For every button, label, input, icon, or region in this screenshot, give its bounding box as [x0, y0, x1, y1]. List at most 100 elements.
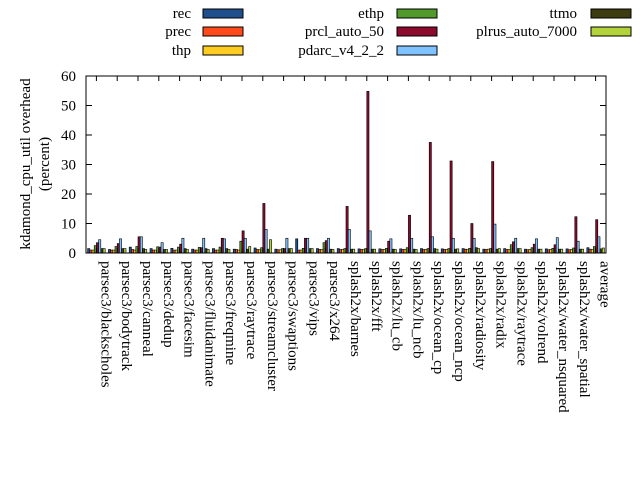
- bar-rec-parsec3-raytrace: [232, 248, 236, 254]
- bar-plrus_auto_7000-parsec3-canneal: [144, 249, 148, 254]
- legend-swatch: [590, 26, 632, 37]
- bar-pdarc_v4_2_2-parsec3-blackscholes: [98, 239, 102, 254]
- bar-rec-splash2x-volrend: [524, 248, 527, 254]
- x-tick-label: splash2x/lu_cb: [389, 261, 405, 351]
- x-tick-label: splash2x/raytrace: [513, 261, 529, 366]
- bar-pdarc_v4_2_2-parsec3-raytrace: [243, 237, 247, 254]
- bar-plrus_auto_7000-parsec3-freqmine: [227, 249, 231, 254]
- bar-plrus_auto_7000-parsec3-x264: [331, 249, 335, 254]
- legend-swatch: [202, 45, 244, 56]
- bar-plrus_auto_7000-parsec3-facesim: [185, 249, 189, 254]
- bar-prec-splash2x-radix: [484, 249, 488, 254]
- x-tick-label: parsec3/vips: [305, 261, 321, 336]
- bar-ttmo-splash2x-ocean-cp: [433, 248, 437, 254]
- bar-thp-splash2x-lu-ncb: [403, 249, 407, 254]
- x-tick-label: parsec3/swaptions: [285, 261, 301, 371]
- bar-pdarc_v4_2_2-splash2x-radix: [493, 223, 497, 254]
- bar-ttmo-splash2x-lu-cb: [391, 248, 395, 254]
- y-tick-label: 10: [61, 217, 76, 233]
- x-axis-tick-labels: parsec3/blackscholes parsec3/bodytrack par…: [97, 261, 612, 413]
- legend-item-prcl_auto_50: prcl_auto_50: [305, 24, 438, 40]
- bar-plrus_auto_7000-parsec3-dedup: [165, 249, 168, 254]
- legend-swatch: [202, 26, 244, 37]
- bar-ttmo-parsec3-streamcluster: [266, 248, 270, 254]
- bar-ttmo-parsec3-vips: [308, 248, 312, 254]
- legend-swatch: [590, 8, 632, 19]
- bar-prec-splash2x-barnes: [339, 249, 342, 254]
- bar-thp-splash2x-raytrace: [507, 249, 511, 254]
- x-tick-label: splash2x/ocean_ncp: [451, 261, 467, 382]
- bar-pdarc_v4_2_2-splash2x-water-spatial: [576, 240, 580, 254]
- bar-plrus_auto_7000-splash2x-water-spatial: [581, 248, 584, 254]
- bar-rec-parsec3-bodytrack: [108, 249, 111, 254]
- bar-plrus_auto_7000-splash2x-radix: [497, 248, 501, 254]
- bar-rec-average: [586, 247, 590, 254]
- bar-plrus_auto_7000-splash2x-water-nsquared: [560, 248, 564, 254]
- bar-pdarc_v4_2_2-splash2x-lu-cb: [389, 238, 393, 254]
- bar-plrus_auto_7000-parsec3-blackscholes: [102, 248, 106, 254]
- bar-prcl_auto_50-splash2x-lu-ncb: [408, 214, 411, 254]
- bar-prcl_auto_50-splash2x-water-spatial: [574, 216, 578, 254]
- bar-pdarc_v4_2_2-splash2x-radiosity: [472, 237, 476, 254]
- bar-ttmo-splash2x-water-spatial: [578, 248, 582, 254]
- bar-plrus_auto_7000-splash2x-lu-ncb: [414, 249, 418, 254]
- y-axis-label-unit: (percent): [37, 137, 53, 191]
- bar-thp-splash2x-volrend: [528, 249, 532, 254]
- bar-ttmo-splash2x-fft: [370, 248, 374, 254]
- bar-pdarc_v4_2_2-average: [597, 236, 601, 254]
- bar-plrus_auto_7000-splash2x-barnes: [352, 248, 356, 254]
- bar-rec-splash2x-barnes: [336, 248, 340, 254]
- x-tick-label: splash2x/water_spatial: [576, 261, 592, 398]
- bar-plrus_auto_7000-parsec3-vips: [310, 248, 314, 254]
- bar-ttmo-splash2x-raytrace: [516, 248, 520, 254]
- legend-item-thp: thp: [172, 43, 244, 59]
- bar-plrus_auto_7000-parsec3-swaptions: [289, 248, 293, 254]
- x-tick-label: parsec3/blackscholes: [97, 261, 113, 388]
- bar-plrus_auto_7000-parsec3-bodytrack: [123, 248, 127, 254]
- bar-thp-splash2x-barnes: [341, 249, 345, 254]
- x-tick-label: splash2x/ocean_cp: [430, 261, 446, 374]
- bar-prcl_auto_50-splash2x-barnes: [345, 206, 349, 254]
- bar-prec-splash2x-lu-ncb: [401, 249, 405, 254]
- plot-frame: [85, 75, 607, 254]
- bar-ttmo-parsec3-swaptions: [287, 248, 291, 254]
- x-tick-label: parsec3/raytrace: [243, 261, 259, 360]
- bar-ttmo-parsec3-raytrace: [246, 248, 249, 254]
- legend-label: ethp: [358, 6, 384, 22]
- bar-rec-splash2x-ocean-ncp: [440, 248, 444, 254]
- bar-pdarc_v4_2_2-splash2x-lu-ncb: [410, 237, 414, 254]
- bar-ttmo-parsec3-dedup: [162, 249, 166, 254]
- bar-ttmo-splash2x-radiosity: [474, 247, 478, 254]
- bar-ttmo-splash2x-barnes: [350, 248, 353, 254]
- bar-prec-parsec3-raytrace: [235, 249, 238, 254]
- bar-thp-parsec3-x264: [320, 249, 324, 254]
- bar-pdarc_v4_2_2-splash2x-ocean-cp: [431, 236, 434, 254]
- bar-prec-splash2x-raytrace: [505, 249, 509, 254]
- bar-rec-splash2x-water-spatial: [565, 248, 569, 254]
- bar-ttmo-parsec3-freqmine: [225, 248, 229, 254]
- x-tick-label: splash2x/volrend: [534, 261, 550, 364]
- legend-swatch: [396, 26, 438, 37]
- legend-item-pdarc_v4_2_2: pdarc_v4_2_2: [298, 43, 438, 59]
- bar-pdarc_v4_2_2-parsec3-swaptions: [285, 237, 289, 254]
- bar-rec-parsec3-dedup: [149, 248, 153, 254]
- bar-prec-splash2x-radiosity: [463, 248, 467, 254]
- x-tick-label: splash2x/fft: [368, 261, 384, 332]
- y-tick-label: 50: [61, 99, 76, 115]
- bar-ttmo-parsec3-x264: [329, 248, 333, 254]
- legend-swatch: [202, 8, 244, 19]
- bar-thp-splash2x-lu-cb: [382, 249, 386, 254]
- bar-rec-splash2x-radix: [482, 248, 486, 254]
- x-tick-label: splash2x/barnes: [347, 261, 363, 357]
- bar-rec-splash2x-ocean-cp: [420, 248, 423, 254]
- bar-thp-splash2x-radiosity: [466, 249, 469, 254]
- bar-prcl_auto_50-splash2x-ocean-cp: [428, 142, 432, 254]
- bar-thp-splash2x-ocean-ncp: [445, 249, 449, 254]
- bar-thp-splash2x-fft: [362, 249, 365, 254]
- bar-ttmo-splash2x-lu-ncb: [412, 248, 416, 254]
- x-tick-label: parsec3/fluidanimate: [201, 261, 217, 387]
- bar-ttmo-average: [599, 248, 603, 254]
- legend-item-ethp: ethp: [358, 6, 438, 22]
- x-tick-label: splash2x/water_nsquared: [555, 261, 571, 413]
- bar-pdarc_v4_2_2-parsec3-freqmine: [223, 238, 226, 254]
